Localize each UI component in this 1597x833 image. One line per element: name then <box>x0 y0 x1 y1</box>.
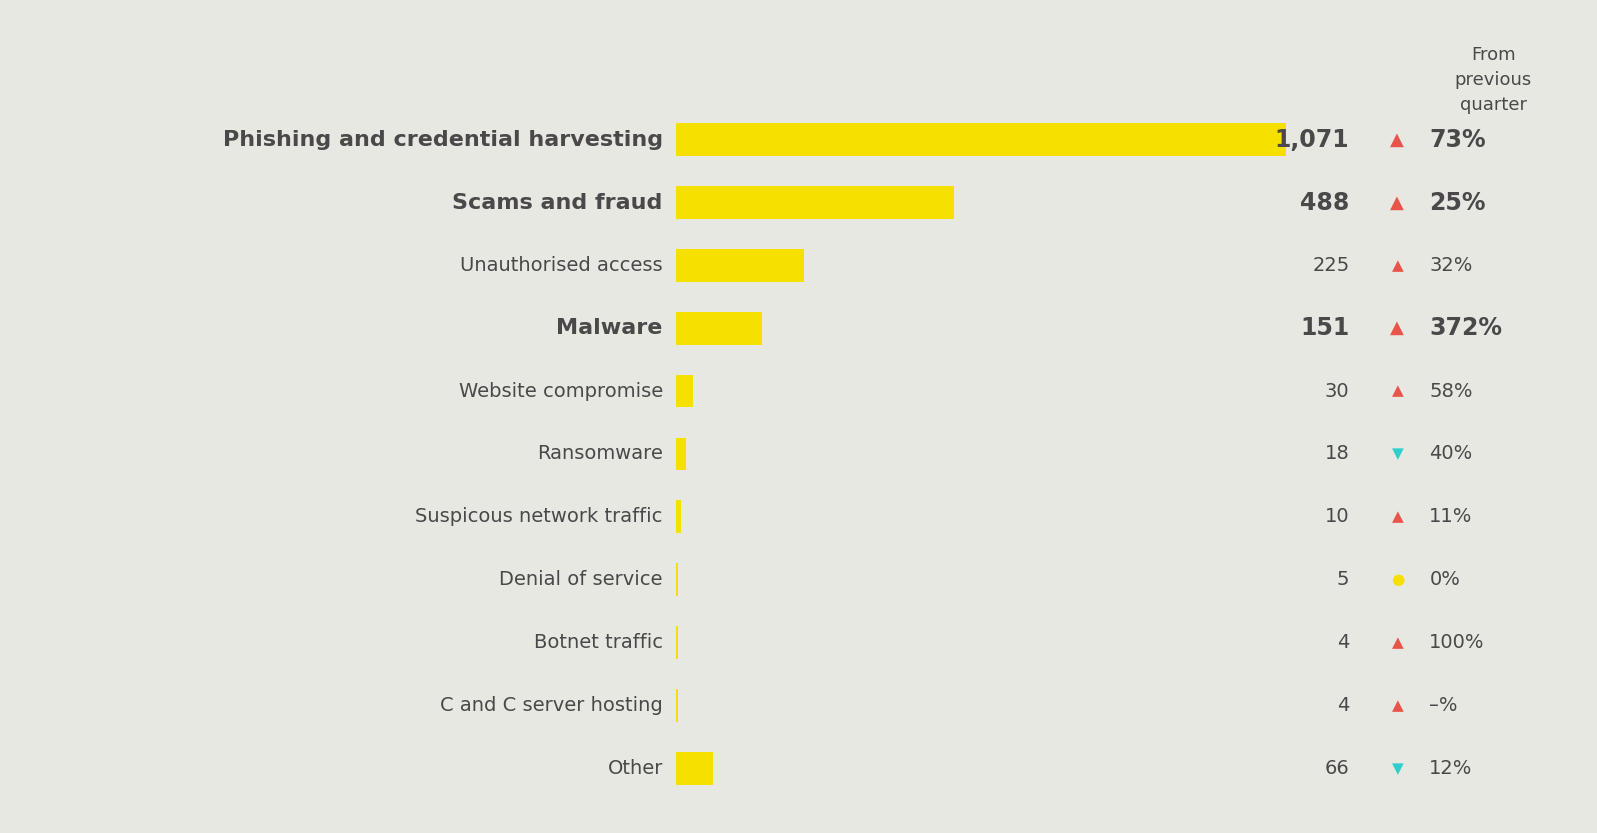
Text: ▲: ▲ <box>1391 509 1404 524</box>
Text: ▲: ▲ <box>1391 131 1404 149</box>
Text: ▲: ▲ <box>1391 635 1404 650</box>
Bar <box>676 501 682 533</box>
Bar <box>676 689 677 721</box>
Text: 0%: 0% <box>1429 571 1460 589</box>
Bar <box>676 752 714 785</box>
Text: Denial of service: Denial of service <box>500 571 663 589</box>
Text: ▲: ▲ <box>1391 193 1404 212</box>
Text: 100%: 100% <box>1429 633 1485 652</box>
Text: 4: 4 <box>1337 633 1349 652</box>
Text: Unauthorised access: Unauthorised access <box>460 256 663 275</box>
Text: C and C server hosting: C and C server hosting <box>441 696 663 715</box>
Text: ▼: ▼ <box>1391 761 1404 776</box>
Text: 151: 151 <box>1300 317 1349 340</box>
Text: 1,071: 1,071 <box>1274 127 1349 152</box>
Text: Other: Other <box>607 759 663 778</box>
Text: 58%: 58% <box>1429 382 1472 401</box>
Text: 225: 225 <box>1313 256 1349 275</box>
Text: ▲: ▲ <box>1391 258 1404 273</box>
Text: Ransomware: Ransomware <box>537 445 663 463</box>
Text: 66: 66 <box>1326 759 1349 778</box>
Text: From
previous
quarter: From previous quarter <box>1455 46 1532 114</box>
Text: 372%: 372% <box>1429 317 1503 340</box>
Bar <box>676 123 1286 156</box>
Text: ▼: ▼ <box>1391 446 1404 461</box>
Text: Malware: Malware <box>556 318 663 338</box>
Text: 73%: 73% <box>1429 127 1485 152</box>
Bar <box>676 312 762 345</box>
Text: 30: 30 <box>1326 382 1349 401</box>
Text: 12%: 12% <box>1429 759 1472 778</box>
Bar <box>676 375 693 407</box>
Text: ▲: ▲ <box>1391 319 1404 337</box>
Text: ▲: ▲ <box>1391 384 1404 399</box>
Bar <box>676 437 685 471</box>
Text: 32%: 32% <box>1429 256 1472 275</box>
Text: Phishing and credential harvesting: Phishing and credential harvesting <box>222 130 663 150</box>
Text: Scams and fraud: Scams and fraud <box>452 192 663 212</box>
Text: 11%: 11% <box>1429 507 1472 526</box>
Text: 488: 488 <box>1300 191 1349 215</box>
Bar <box>676 626 677 659</box>
Text: ●: ● <box>1391 572 1404 587</box>
Text: 5: 5 <box>1337 571 1349 589</box>
Text: –%: –% <box>1429 696 1458 715</box>
Text: Website compromise: Website compromise <box>458 382 663 401</box>
Bar <box>676 187 953 219</box>
Text: 10: 10 <box>1326 507 1349 526</box>
Text: Suspicous network traffic: Suspicous network traffic <box>415 507 663 526</box>
Bar <box>676 563 679 596</box>
Text: Botnet traffic: Botnet traffic <box>533 633 663 652</box>
Text: 40%: 40% <box>1429 445 1472 463</box>
Bar <box>676 249 803 282</box>
Text: 18: 18 <box>1326 445 1349 463</box>
Text: 25%: 25% <box>1429 191 1485 215</box>
Text: ▲: ▲ <box>1391 698 1404 713</box>
Text: 4: 4 <box>1337 696 1349 715</box>
